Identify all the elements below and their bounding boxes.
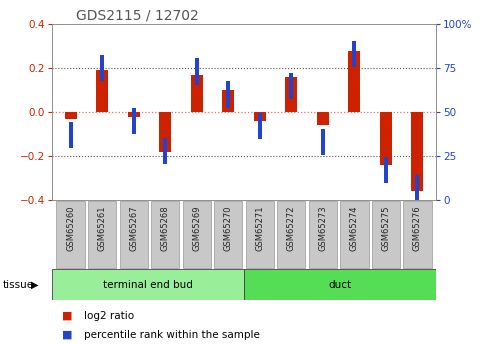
Text: GSM65260: GSM65260 [66, 206, 75, 251]
Bar [96, 70, 108, 112]
Bar [128, 112, 140, 117]
Bar [222, 90, 234, 112]
Bar [52, 269, 244, 300]
Bar [88, 201, 116, 268]
Bar [244, 269, 436, 300]
Bar [411, 112, 423, 191]
Bar [321, 129, 325, 155]
Bar [258, 113, 262, 139]
Bar [317, 112, 329, 125]
Bar [384, 157, 388, 184]
Bar [214, 201, 243, 268]
Text: GDS2115 / 12702: GDS2115 / 12702 [76, 9, 199, 23]
Bar [372, 201, 400, 268]
Bar [151, 201, 179, 268]
Text: duct: duct [329, 280, 352, 289]
Bar [65, 112, 77, 119]
Text: GSM65268: GSM65268 [161, 206, 170, 251]
Bar [340, 201, 369, 268]
Bar [352, 41, 356, 67]
Text: GSM65261: GSM65261 [98, 206, 106, 251]
Text: GSM65273: GSM65273 [318, 206, 327, 251]
Bar [57, 201, 85, 268]
Bar [415, 175, 420, 201]
Bar [285, 77, 297, 112]
Bar [380, 112, 392, 165]
Text: ▶: ▶ [31, 280, 38, 289]
Text: GSM65270: GSM65270 [224, 206, 233, 251]
Text: terminal end bud: terminal end bud [103, 280, 193, 289]
Bar [119, 201, 148, 268]
Text: ■: ■ [62, 330, 72, 339]
Bar [182, 201, 211, 268]
Text: log2 ratio: log2 ratio [84, 311, 134, 321]
Text: percentile rank within the sample: percentile rank within the sample [84, 330, 260, 339]
Bar [309, 201, 337, 268]
Bar [349, 51, 360, 112]
Bar [159, 112, 171, 152]
Text: GSM65275: GSM65275 [382, 206, 390, 251]
Text: GSM65272: GSM65272 [287, 206, 296, 251]
Bar [163, 138, 167, 164]
Bar [100, 55, 104, 81]
Text: GSM65274: GSM65274 [350, 206, 359, 251]
Bar [289, 72, 293, 99]
Bar [69, 122, 73, 148]
Text: GSM65271: GSM65271 [255, 206, 264, 251]
Bar [254, 112, 266, 121]
Bar [195, 58, 199, 85]
Bar [246, 201, 274, 268]
Bar [226, 81, 230, 108]
Bar [132, 108, 136, 134]
Bar [277, 201, 306, 268]
Text: ■: ■ [62, 311, 72, 321]
Text: GSM65267: GSM65267 [129, 206, 138, 251]
Text: tissue: tissue [2, 280, 34, 289]
Text: GSM65276: GSM65276 [413, 206, 422, 251]
Text: GSM65269: GSM65269 [192, 206, 201, 251]
Bar [403, 201, 431, 268]
Bar [191, 75, 203, 112]
